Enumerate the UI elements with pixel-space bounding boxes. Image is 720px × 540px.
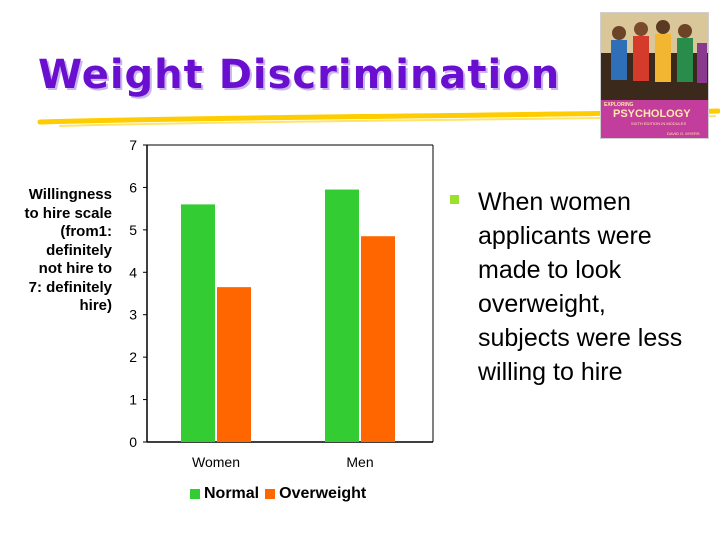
y-tick-label: 3 (129, 307, 137, 323)
y-axis-label-line: (from1: (60, 223, 112, 240)
page-title: Weight Discrimination (38, 52, 561, 98)
bullet-text-line: made to look (478, 256, 622, 284)
book-cover-image: EXPLORING PSYCHOLOGY SIXTH EDITION IN MO… (600, 12, 709, 139)
y-tick-label: 2 (129, 349, 137, 365)
bullet-text-line: willing to hire (478, 358, 623, 386)
bullet-text-line: When women (478, 188, 631, 216)
legend-label-normal: Normal (204, 485, 260, 502)
legend-swatch-overweight (265, 489, 276, 499)
y-tick-label: 7 (129, 137, 137, 153)
bullet-text-line: subjects were less (478, 324, 683, 352)
y-axis-label: Willingness to hire scale (from1: defini… (4, 186, 112, 316)
legend-label-overweight: Overweight (279, 485, 367, 502)
chart-legend: Normal Overweight (190, 484, 372, 504)
y-tick-label: 6 (129, 179, 137, 195)
legend-swatch-normal (190, 489, 200, 499)
book-cover-kicker: EXPLORING (604, 102, 634, 108)
y-tick-label: 1 (129, 392, 137, 408)
book-cover-band: EXPLORING PSYCHOLOGY SIXTH EDITION IN MO… (601, 100, 708, 138)
book-cover-title: PSYCHOLOGY (613, 108, 691, 120)
bullet-text-line: overweight, (478, 290, 606, 318)
square-bullet-icon (450, 195, 459, 204)
y-axis-label-line: hire) (79, 297, 112, 314)
y-axis-label-line: not hire to (38, 260, 112, 277)
y-tick-label: 5 (129, 222, 137, 238)
bar-overweight-men (361, 236, 395, 442)
book-cover-author: DAVID G. MYERS (667, 131, 700, 136)
y-axis-label-line: definitely (46, 241, 112, 259)
y-tick-label: 4 (129, 264, 137, 280)
y-axis-label-line: 7: definitely (28, 278, 112, 296)
book-cover-edition: SIXTH EDITION IN MODULES (631, 121, 687, 126)
legend-item-normal: Normal (190, 485, 259, 503)
y-tick-label: 0 (129, 434, 137, 450)
legend-item-overweight: Overweight (265, 485, 366, 503)
y-axis-label-line: to hire scale (24, 204, 112, 222)
bar-normal-women (181, 204, 215, 442)
y-axis-label-line: Willingness (28, 186, 112, 203)
bar-normal-men (325, 189, 359, 442)
bar-overweight-women (217, 287, 251, 442)
x-category-label: Men (346, 454, 373, 470)
x-category-label: Women (192, 454, 240, 470)
bullet-text-line: applicants were (478, 222, 652, 250)
